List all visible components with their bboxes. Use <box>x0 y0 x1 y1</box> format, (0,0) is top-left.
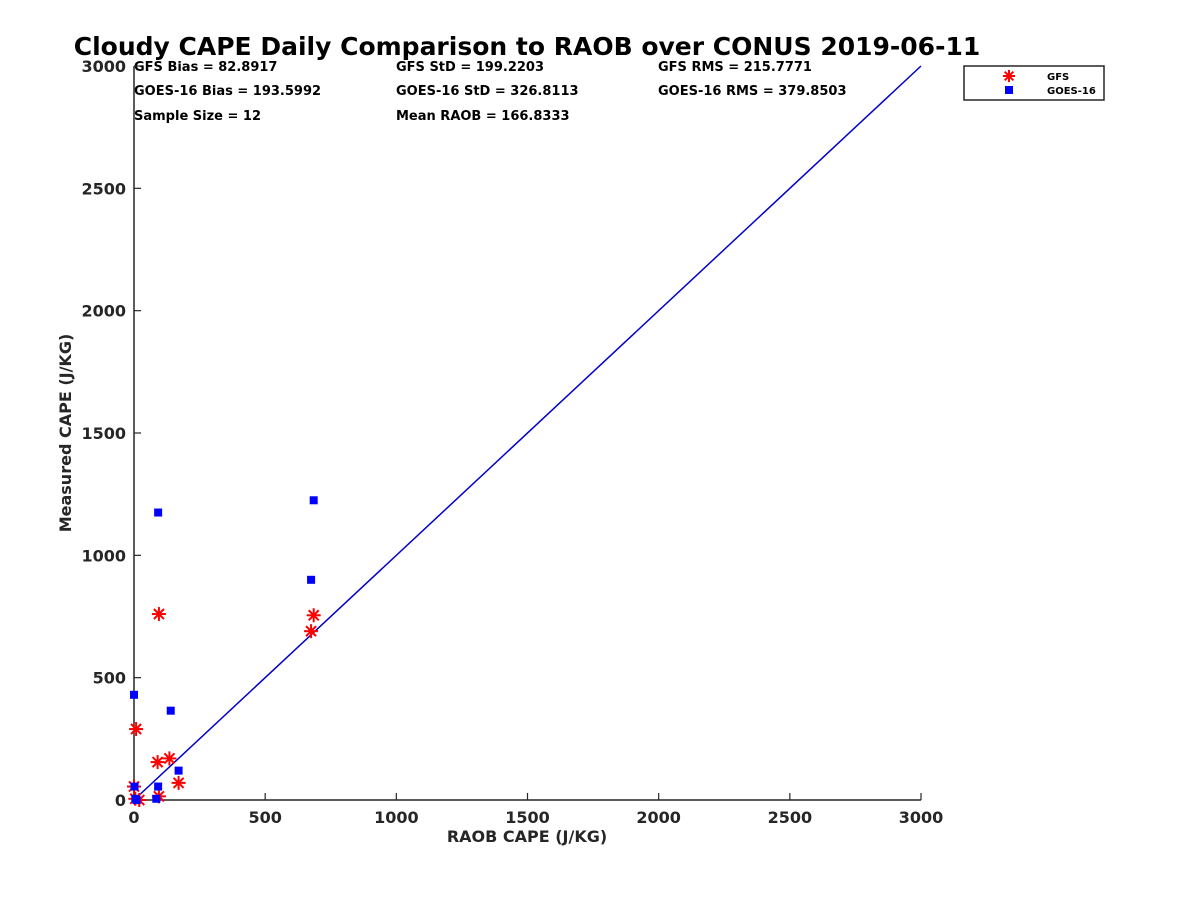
legend-label: GOES-16 <box>1047 86 1096 97</box>
stat-annotation: GFS RMS = 215.7771 <box>658 60 812 75</box>
stat-annotation: GFS StD = 199.2203 <box>396 60 544 75</box>
y-tick-label: 3000 <box>81 57 126 76</box>
goes16-point <box>152 794 161 803</box>
x-tick-label: 2500 <box>768 808 813 827</box>
legend-box <box>963 65 1105 101</box>
stat-annotation: GOES-16 StD = 326.8113 <box>396 84 579 99</box>
y-axis-label: Measured CAPE (J/KG) <box>56 334 75 533</box>
goes16-point <box>174 766 183 775</box>
gfs-point <box>306 608 321 623</box>
gfs-point <box>150 755 165 770</box>
goes16-point <box>130 690 138 699</box>
chart-title: Cloudy CAPE Daily Comparison to RAOB ove… <box>74 32 980 61</box>
stat-annotation: Mean RAOB = 166.8333 <box>396 109 570 124</box>
gfs-point <box>162 751 177 766</box>
series-goes-16 <box>130 496 318 804</box>
goes16-point <box>130 782 139 791</box>
y-tick-label: 0 <box>115 791 126 810</box>
y-ticks: 0 500 1000 1500 2000 2500 3000 <box>81 57 141 810</box>
y-tick-label: 500 <box>93 669 126 688</box>
stat-annotation: GFS Bias = 82.8917 <box>134 60 277 75</box>
y-tick-label: 1500 <box>81 424 126 443</box>
goes16-point <box>166 706 175 715</box>
x-tick-label: 2000 <box>636 808 681 827</box>
legend-label: GFS <box>1047 72 1069 83</box>
data-series <box>127 496 321 807</box>
stat-annotation: GOES-16 RMS = 379.8503 <box>658 84 847 99</box>
legend-marker-goes16 <box>1005 86 1013 94</box>
y-tick-label: 2500 <box>81 179 126 198</box>
x-tick-label: 0 <box>128 808 139 827</box>
x-tick-label: 1000 <box>374 808 419 827</box>
x-tick-label: 1500 <box>505 808 550 827</box>
goes16-point <box>154 508 163 517</box>
statistics-annotations: GFS Bias = 82.8917 GFS StD = 199.2203 GFS … <box>134 60 847 124</box>
gfs-point <box>304 624 319 639</box>
x-axis-label: RAOB CAPE (J/KG) <box>447 827 607 846</box>
x-tick-label: 500 <box>248 808 281 827</box>
gfs-point <box>129 722 144 737</box>
gfs-point <box>151 607 166 622</box>
x-tick-label: 3000 <box>899 808 944 827</box>
y-tick-label: 1000 <box>81 546 126 565</box>
goes16-point <box>309 496 318 505</box>
legend: GFS GOES-16 <box>963 65 1105 101</box>
x-ticks: 0 500 1000 1500 2000 2500 3000 <box>128 793 943 827</box>
goes16-point <box>307 575 316 584</box>
gfs-point <box>171 775 186 790</box>
series-gfs <box>127 607 321 807</box>
stat-annotation: GOES-16 Bias = 193.5992 <box>134 84 321 99</box>
y-tick-label: 2000 <box>81 302 126 321</box>
legend-marker-gfs <box>1003 70 1015 82</box>
one-to-one-reference-line <box>133 65 922 801</box>
goes16-point <box>132 796 141 804</box>
stat-annotation: Sample Size = 12 <box>134 109 261 124</box>
goes16-point <box>154 782 163 791</box>
